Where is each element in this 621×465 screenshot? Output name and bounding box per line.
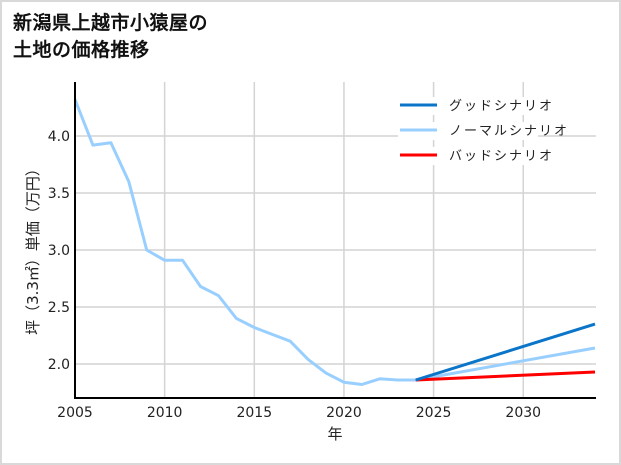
x-tick-label: 2005 (57, 405, 93, 421)
legend-label: バッドシナリオ (449, 149, 554, 164)
axes (74, 82, 596, 399)
y-tick-label: 3.0 (48, 243, 70, 259)
series-line-good (415, 322, 596, 382)
y-tick-label: 2.0 (48, 357, 70, 373)
legend-bg (398, 147, 538, 165)
legend-bg (398, 122, 538, 140)
chart-title: 新潟県上越市小猿屋の 土地の価格推移 (13, 10, 208, 64)
series-line-bad (415, 370, 596, 382)
y-tick-label: 2.5 (48, 300, 70, 316)
series-line-historical (73, 98, 416, 386)
chart-title-line1: 新潟県上越市小猿屋の (13, 12, 209, 34)
x-tick-label: 2030 (505, 405, 541, 421)
x-tick-label: 2015 (236, 405, 272, 421)
data-lines (73, 98, 596, 386)
y-tick-label: 3.5 (48, 186, 70, 202)
y-axis-label: 坪（3.3㎡）単価（万円） (24, 161, 42, 335)
x-tick-label: 2010 (147, 405, 183, 421)
legend-label: ノーマルシナリオ (449, 124, 569, 139)
x-tick-labels: 2005 2010 2015 2020 2025 2030 (57, 405, 541, 421)
x-tick-label: 2020 (326, 405, 362, 421)
series-line-normal (415, 346, 596, 382)
legend-bg (398, 97, 538, 115)
y-tick-label: 4.0 (48, 129, 70, 145)
y-tick-labels: 2.0 2.5 3.0 3.5 4.0 (48, 129, 70, 373)
x-tick-label: 2025 (416, 405, 452, 421)
chart-title-line2: 土地の価格推移 (13, 39, 150, 61)
x-axis-label: 年 (327, 425, 342, 443)
legend-label: グッドシナリオ (449, 99, 554, 114)
